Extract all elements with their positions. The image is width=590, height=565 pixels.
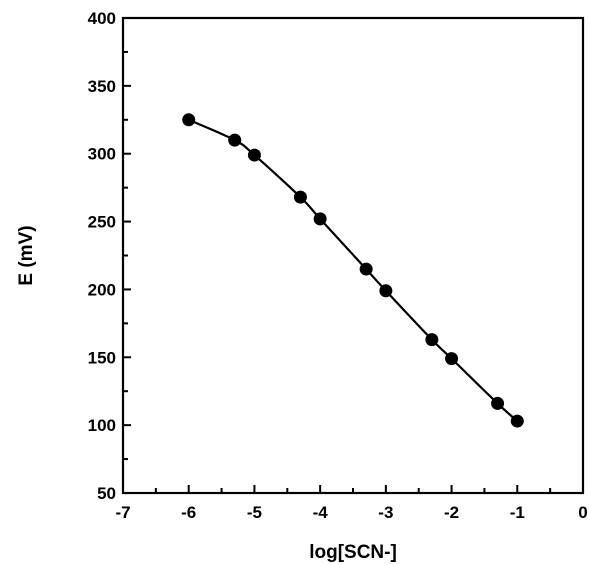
data-point [491,396,505,410]
series-line [188,118,519,422]
x-tick-label: -7 [115,503,130,522]
data-point [445,352,459,366]
y-tick-label: 300 [88,145,116,164]
data-point [313,212,327,226]
x-tick-label: 0 [578,503,587,522]
x-axis-title: log[SCN-] [309,542,397,563]
labels-layer: -7 -6 -5 -4 -3 -2 -1 0 50 100 150 200 250 300 350 400 [88,9,588,522]
x-tick-label: -5 [247,503,262,522]
x-tick-label: -4 [313,503,329,522]
y-tick-label: 150 [88,348,116,367]
y-tick-label: 200 [88,280,116,299]
y-tick-label: 400 [88,9,116,28]
data-point [359,262,373,276]
data-point [293,190,307,204]
y-tick-label: 350 [88,77,116,96]
x-tick-label: -1 [510,503,525,522]
plot-frame [121,16,585,495]
y-axis-title: E (mV) [16,225,37,285]
points-layer [182,113,524,428]
data-point [228,133,242,147]
y-tick-label: 50 [97,484,116,503]
data-point [425,333,439,347]
curve-layer [188,118,519,422]
data-point [182,113,196,127]
y-tick-label: 250 [88,213,116,232]
data-point [379,284,393,298]
data-point [247,148,261,162]
data-point [510,414,524,428]
y-tick-label: 100 [88,416,116,435]
x-tick-label: -2 [444,503,459,522]
x-tick-label: -3 [378,503,393,522]
x-tick-label: -6 [181,503,196,522]
